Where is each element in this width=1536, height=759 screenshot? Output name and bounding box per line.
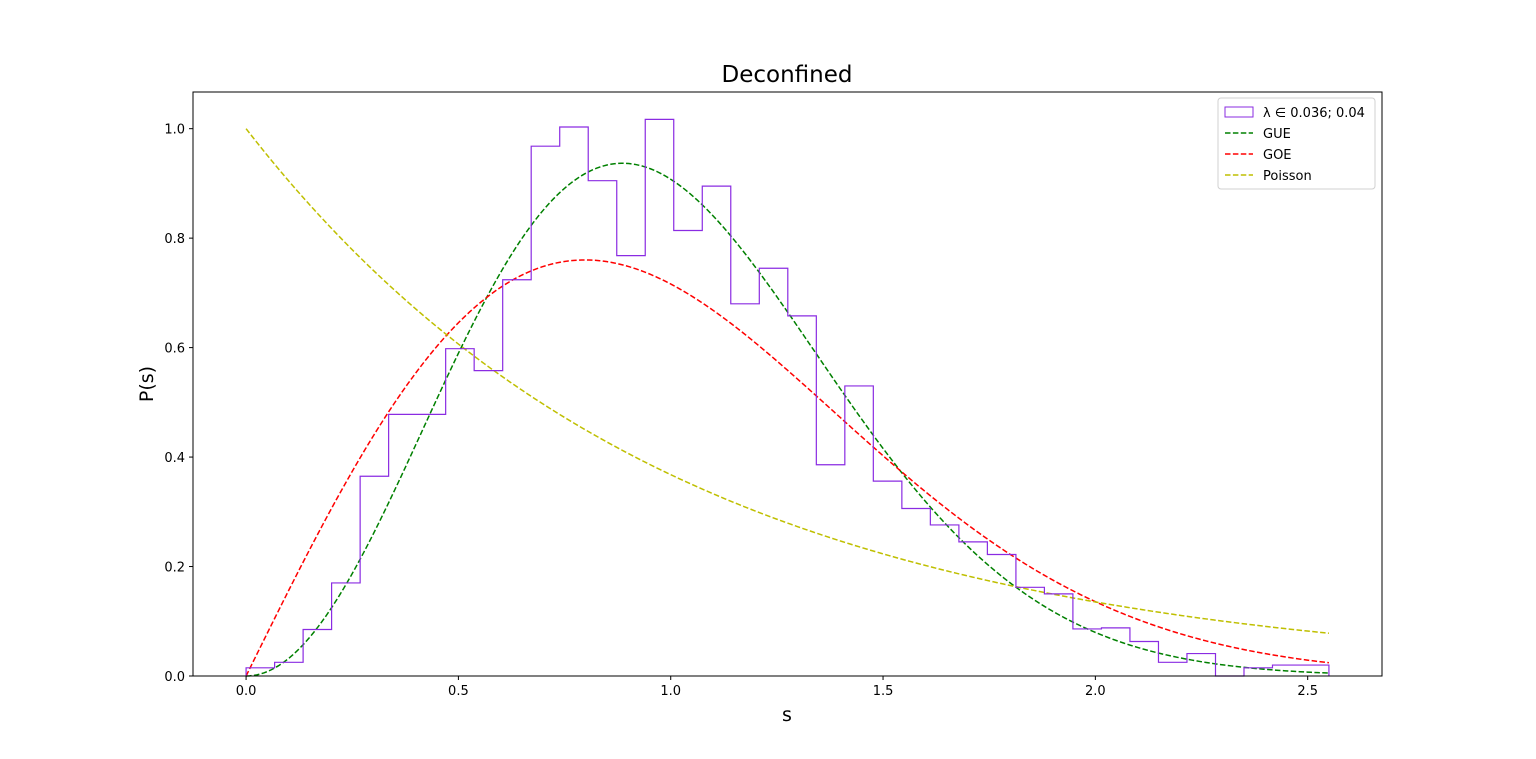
y-tick-label: 0.0 [164,670,185,685]
x-tick-label: 1.0 [660,684,681,699]
x-axis: 0.0 0.5 1.0 1.5 2.0 2.5 [236,676,1318,699]
legend-label: λ ∈ 0.036; 0.04 [1263,106,1365,121]
y-axis-label: P(s) [136,366,158,402]
histogram-steps [245,118,1330,677]
y-tick-label: 1.0 [164,123,185,138]
legend-histogram-swatch [1224,106,1254,118]
plot-area [245,118,1330,677]
y-tick-label: 0.6 [164,342,185,357]
y-tick-label: 0.8 [164,232,185,247]
legend-label: GOE [1263,148,1292,163]
y-tick-label: 0.4 [164,451,185,466]
x-tick-label: 2.0 [1085,684,1106,699]
chart-title: Deconfined [722,62,853,88]
legend-label: GUE [1263,127,1291,142]
legend: λ ∈ 0.036; 0.04 GUE GOE Poisson [1217,97,1376,190]
x-axis-label: s [782,704,792,726]
series-gue-line [246,162,1329,677]
plot-frame [192,91,1383,677]
x-tick-label: 2.5 [1297,684,1318,699]
legend-box [1217,97,1376,190]
y-axis: 0.0 0.2 0.4 0.6 0.8 1.0 [164,123,193,685]
y-tick-label: 0.2 [164,561,185,576]
x-tick-label: 0.5 [448,684,469,699]
legend-label: Poisson [1263,169,1312,184]
x-tick-label: 0.0 [236,684,257,699]
x-tick-label: 1.5 [873,684,894,699]
series-poisson-line [245,128,1329,635]
series-goe-line [245,259,1330,677]
